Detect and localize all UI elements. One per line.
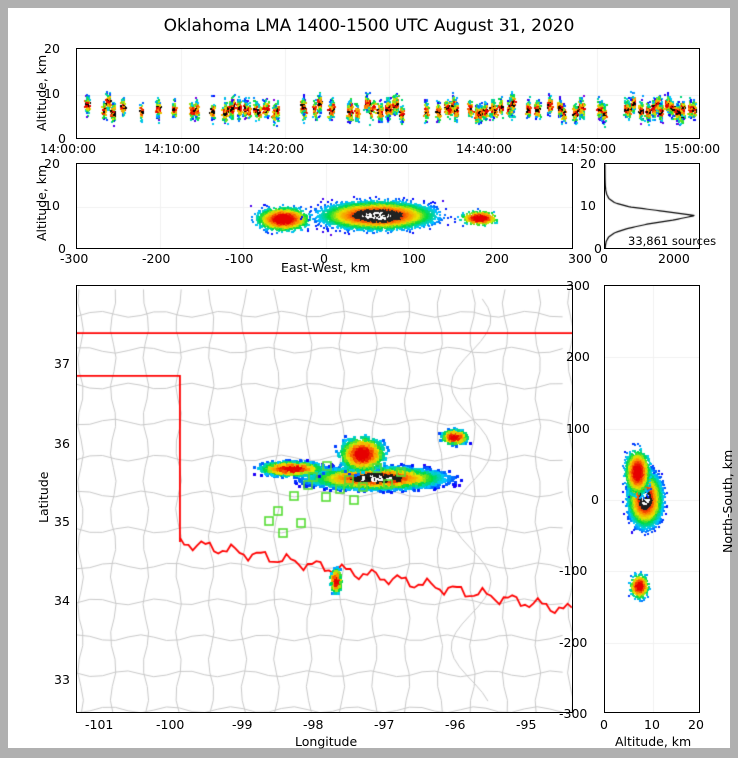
p4-xtick-5: -96: [445, 717, 466, 732]
p2-xtick-2: -100: [225, 251, 254, 266]
p4-ytick-36: 36: [54, 436, 70, 451]
panel-time-height: [76, 48, 700, 139]
p5-ytick-200: 200: [566, 349, 590, 364]
p5-ytick-100: 100: [566, 421, 590, 436]
p5-ytick-n100: -100: [559, 563, 588, 578]
p4-ytick-33: 33: [54, 672, 70, 687]
figure-canvas: Oklahoma LMA 1400-1500 UTC August 31, 20…: [8, 8, 735, 749]
p2-xtick-1: -200: [142, 251, 171, 266]
p3-xtick-2000: 2000: [658, 251, 690, 266]
p1-ytick-20: 20: [44, 41, 60, 56]
p2-ytick-20: 20: [44, 156, 60, 171]
source-count-annotation: 33,861 sources: [628, 234, 717, 248]
p4-xtick-6: -95: [516, 717, 537, 732]
p2-xtick-6: 300: [568, 251, 592, 266]
p3-ytick-10: 10: [580, 198, 596, 213]
p1-xtick-2: 14:20:00: [248, 141, 305, 156]
p5-ylabel: North-South, km: [720, 449, 735, 553]
panel-north-south: [604, 285, 700, 713]
p5-xtick-0: 0: [600, 717, 608, 732]
p5-ytick-300: 300: [566, 278, 590, 293]
p4-xtick-4: -97: [374, 717, 395, 732]
p2-ytick-10: 10: [44, 198, 60, 213]
p1-xtick-3: 14:30:00: [352, 141, 409, 156]
p2-xtick-3: 0: [320, 251, 328, 266]
panel-east-west: [76, 163, 573, 249]
p5-ytick-n300: -300: [559, 706, 588, 721]
p3-ytick-0: 0: [594, 241, 602, 256]
p5-ytick-n200: -200: [559, 635, 588, 650]
p2-xtick-4: 100: [402, 251, 426, 266]
p4-ylabel: Latitude: [36, 471, 51, 523]
p2-xlabel: East-West, km: [281, 260, 371, 275]
p5-xlabel: Altitude, km: [615, 734, 692, 749]
p1-ylabel: Altitude, km: [34, 54, 49, 131]
p4-xtick-1: -100: [156, 717, 185, 732]
p4-ytick-34: 34: [54, 593, 70, 608]
p5-ytick-0: 0: [591, 492, 599, 507]
p4-xlabel: Longitude: [295, 734, 358, 749]
p1-ytick-0: 0: [58, 131, 66, 146]
p1-xtick-0: 14:00:00: [40, 141, 97, 156]
figure-title: Oklahoma LMA 1400-1500 UTC August 31, 20…: [163, 16, 575, 36]
p2-ytick-0: 0: [58, 241, 66, 256]
p2-ylabel: Altitude, km: [34, 164, 49, 241]
p1-ytick-10: 10: [44, 86, 60, 101]
p4-xtick-0: -101: [85, 717, 114, 732]
panel-map: [76, 285, 573, 713]
p1-xtick-6: 15:00:00: [664, 141, 721, 156]
p2-xtick-5: 200: [485, 251, 509, 266]
p4-ytick-35: 35: [54, 514, 70, 529]
panel-altitude-histogram: [604, 163, 700, 249]
p5-xtick-20: 20: [688, 717, 704, 732]
p4-xtick-3: -98: [303, 717, 324, 732]
p4-xtick-2: -99: [232, 717, 253, 732]
p5-xtick-10: 10: [644, 717, 660, 732]
p2-xtick-0: -300: [60, 251, 89, 266]
p1-xtick-1: 14:10:00: [144, 141, 201, 156]
p1-xtick-4: 14:40:00: [456, 141, 513, 156]
p3-ytick-20: 20: [580, 156, 596, 171]
p3-xtick-0: 0: [600, 251, 608, 266]
p1-xtick-5: 14:50:00: [560, 141, 617, 156]
p4-ytick-37: 37: [54, 356, 70, 371]
